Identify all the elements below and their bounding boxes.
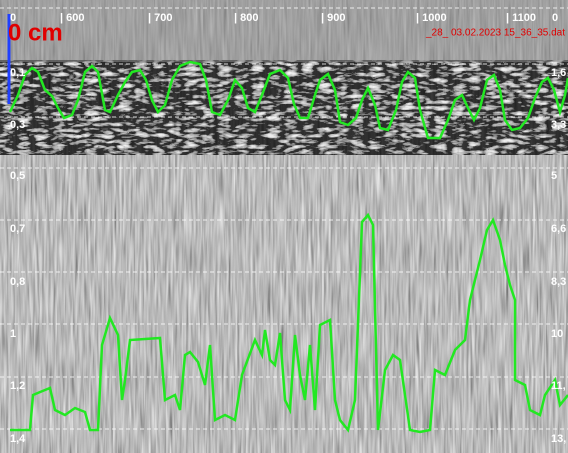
right-scale-label: 3,3 (551, 119, 566, 131)
file-name: _28_ 03.02.2023 15_36_35.dat (425, 28, 565, 39)
right-scale-label: 13, (551, 433, 566, 445)
left-scale-label: 1 (10, 328, 16, 340)
right-scale-label: 10 (551, 328, 563, 340)
left-scale-label: 0,7 (10, 223, 25, 235)
top-scale-label: | 900 (321, 12, 346, 24)
left-scale-label: 0,8 (10, 276, 25, 288)
right-scale-label: 6,6 (551, 223, 566, 235)
depth-title: 0 cm (8, 19, 63, 46)
top-scale-label: | 1100 (506, 12, 536, 24)
left-scale-label: 0,1 (10, 67, 25, 79)
right-scale-label: 8,3 (551, 276, 566, 288)
left-scale-label: 1,2 (10, 380, 25, 392)
left-scale-label: 0,3 (10, 119, 25, 131)
top-scale-label: | 600 (60, 12, 85, 24)
right-scale-label: 1,6 (551, 67, 566, 79)
top-scale-label: | 1000 (416, 12, 447, 24)
left-scale-label: 1,4 (10, 433, 26, 445)
top-scale-label: | 700 (148, 12, 173, 24)
radargram: 0 | 600 | 700 | 800 | 900 | 1000 | 1100 … (0, 0, 568, 453)
left-scale-label: 0,5 (10, 170, 25, 182)
page: { "title": "0 cm", "file": "_28_ 03.02.2… (0, 0, 568, 453)
right-scale-label: 5 (551, 170, 557, 182)
right-scale-label: 11, (551, 380, 566, 392)
top-scale-label: | 800 (234, 12, 259, 24)
top-scale-label: 0 (552, 12, 558, 24)
